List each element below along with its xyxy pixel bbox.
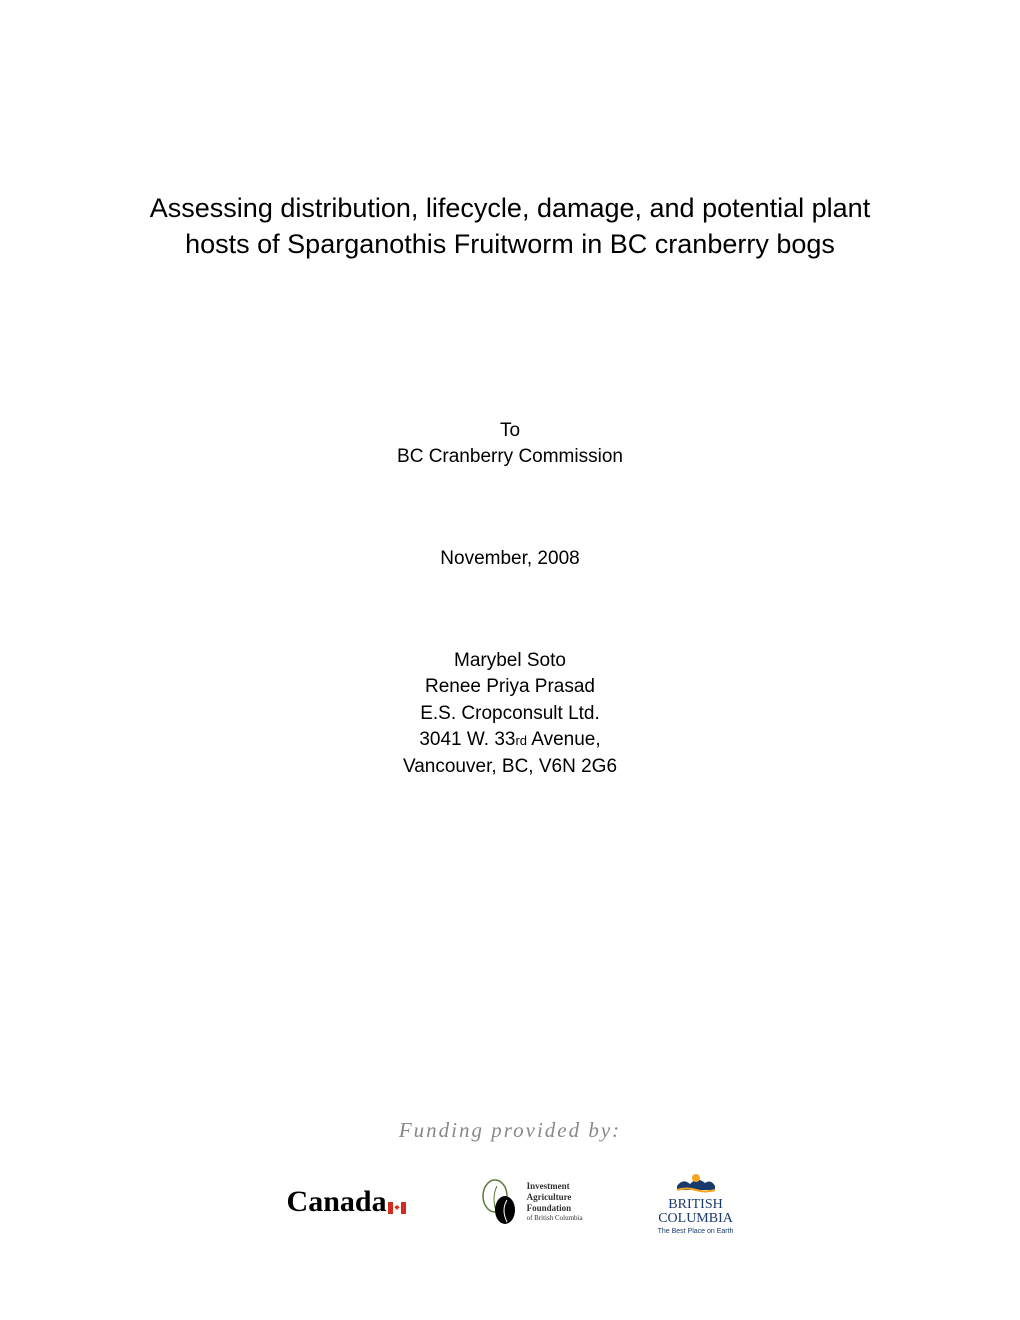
iaf-line-4: of British Columbia (527, 1214, 583, 1222)
canada-flag-icon (388, 1188, 406, 1200)
address-street-num: 3041 W. 33 (419, 729, 515, 750)
author-1: Marybel Soto (115, 648, 905, 675)
recipient-name: BC Cranberry Commission (115, 444, 905, 471)
funding-label: Funding provided by: (0, 1118, 1020, 1143)
iaf-text: Investment Agriculture Foundation of Bri… (527, 1181, 583, 1222)
bc-tagline: The Best Place on Earth (658, 1228, 734, 1235)
recipient-section: To BC Cranberry Commission (115, 418, 905, 471)
author-section: Marybel Soto Renee Priya Prasad E.S. Cro… (115, 648, 905, 781)
canada-wordmark: Canada (287, 1185, 387, 1219)
bc-line-1: BRITISH (658, 1198, 733, 1212)
bc-icon (675, 1168, 717, 1196)
iaf-icon (481, 1178, 519, 1226)
iaf-line-1: Investment (527, 1181, 583, 1192)
address-line-2: Vancouver, BC, V6N 2G6 (115, 754, 905, 781)
footer: Funding provided by: Canada Investment (0, 1118, 1020, 1235)
bc-text: BRITISH COLUMBIA (658, 1198, 733, 1226)
address-ordinal: rd (515, 733, 527, 748)
to-label: To (115, 418, 905, 445)
address-line-1: 3041 W. 33rd Avenue, (115, 727, 905, 754)
bc-logo: BRITISH COLUMBIA The Best Place on Earth (658, 1168, 734, 1235)
iaf-line-3: Foundation (527, 1203, 583, 1214)
logos-row: Canada Investment Agriculture Foundatio (0, 1168, 1020, 1235)
iaf-logo: Investment Agriculture Foundation of Bri… (481, 1178, 583, 1226)
address-street-suffix: Avenue, (527, 729, 601, 750)
bc-line-2: COLUMBIA (658, 1212, 733, 1226)
iaf-line-2: Agriculture (527, 1192, 583, 1203)
date-section: November, 2008 (115, 546, 905, 573)
canada-logo: Canada (287, 1185, 406, 1219)
document-title: Assessing distribution, lifecycle, damag… (115, 190, 905, 263)
company-name: E.S. Cropconsult Ltd. (115, 701, 905, 728)
document-date: November, 2008 (115, 546, 905, 573)
author-2: Renee Priya Prasad (115, 674, 905, 701)
page-content: Assessing distribution, lifecycle, damag… (0, 0, 1020, 781)
